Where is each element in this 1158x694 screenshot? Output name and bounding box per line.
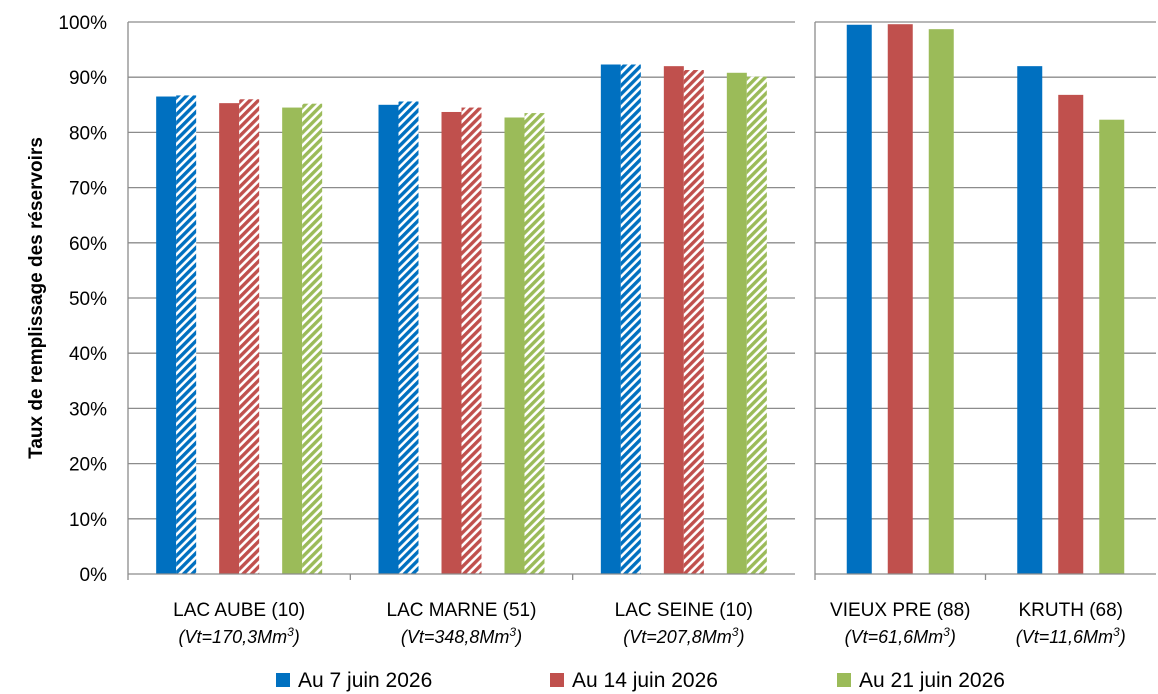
bar-hatched: [524, 113, 545, 574]
bar-hatched: [683, 70, 704, 575]
bar-hatched: [620, 64, 641, 574]
category-volume-label: (Vt=11,6Mm3): [1016, 625, 1126, 647]
legend-label: Au 7 juin 2026: [298, 669, 432, 692]
bar-hatched: [461, 107, 482, 574]
axes-layer: [127, 22, 1156, 580]
legend-label: Au 21 juin 2026: [859, 669, 1005, 692]
bar-hatched: [746, 76, 767, 574]
bar-solid: [600, 64, 621, 574]
bar: [1017, 66, 1043, 574]
text-layer: LAC AUBE (10) (Vt=170,3Mm3) LAC MARNE (51)…: [26, 13, 1126, 647]
bar-solid: [156, 96, 177, 575]
category-label: KRUTH (68): [1018, 600, 1123, 621]
y-tick-label: 100%: [58, 13, 107, 34]
legend-swatch: [837, 673, 851, 687]
bar: [928, 29, 954, 574]
category-label: LAC MARNE (51): [387, 600, 537, 621]
y-tick-label: 50%: [69, 289, 107, 310]
y-tick-label: 40%: [69, 344, 107, 365]
category-volume-label: (Vt=348,8Mm3): [401, 625, 522, 647]
bars-layer: [156, 24, 1125, 575]
category-volume-label: (Vt=207,8Mm3): [623, 625, 744, 647]
category-label: LAC AUBE (10): [173, 600, 305, 621]
category-label: VIEUX PRE (88): [830, 600, 970, 621]
bar: [1058, 94, 1084, 574]
bar-hatched: [176, 95, 197, 574]
y-tick-label: 70%: [69, 179, 107, 200]
bar-solid: [378, 104, 399, 575]
y-tick-label: 90%: [69, 68, 107, 89]
bar: [1099, 119, 1125, 574]
bar: [887, 24, 913, 574]
category-volume-label: (Vt=170,3Mm3): [179, 625, 300, 647]
y-tick-label: 10%: [69, 510, 107, 531]
bar-solid: [441, 111, 462, 574]
bar-hatched: [302, 103, 323, 575]
legend-swatch: [276, 673, 290, 687]
bar-solid: [663, 66, 684, 574]
y-tick-label: 30%: [69, 399, 107, 420]
y-tick-label: 0%: [80, 565, 108, 586]
y-tick-label: 80%: [69, 123, 107, 144]
y-axis-title: Taux de remplissage des réservoirs: [26, 137, 47, 459]
bar-hatched: [239, 99, 260, 574]
legend-swatch: [550, 673, 564, 687]
category-label: LAC SEINE (10): [615, 600, 753, 621]
bar-hatched: [398, 101, 419, 574]
bar-solid: [726, 72, 747, 574]
y-tick-label: 60%: [69, 234, 107, 255]
legend-layer: Au 7 juin 2026 Au 14 juin 2026 Au 21 juin …: [276, 669, 1005, 692]
bar: [846, 24, 872, 574]
legend-label: Au 14 juin 2026: [572, 669, 718, 692]
bar-solid: [282, 107, 303, 574]
bar-solid: [504, 117, 525, 574]
bar-solid: [219, 103, 240, 575]
y-tick-label: 20%: [69, 455, 107, 476]
category-volume-label: (Vt=61,6Mm3): [845, 625, 956, 647]
